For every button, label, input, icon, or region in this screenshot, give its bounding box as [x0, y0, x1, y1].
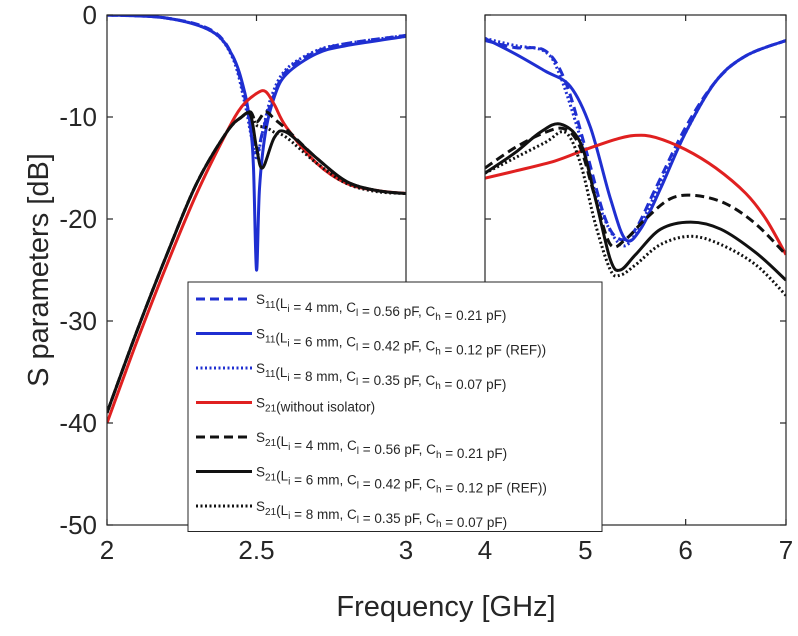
x-tick-label: 5	[578, 535, 592, 565]
x-tick-label: 2	[100, 535, 114, 565]
legend-entry: S11(Li = 4 mm, Cl = 0.56 pF, Ch = 0.21 p…	[196, 292, 506, 323]
series-line-panel1-4	[107, 89, 406, 424]
legend-entry: S21(Li = 4 mm, Cl = 0.56 pF, Ch = 0.21 p…	[196, 430, 507, 461]
legend-entry: S21(without isolator)	[196, 396, 375, 415]
y-tick-label: -30	[59, 306, 97, 336]
series-line-panel2-6	[485, 122, 786, 282]
series-line-panel1-2	[107, 15, 406, 272]
legend-label: S11(Li = 8 mm, Cl = 0.35 pF, Ch = 0.07 p…	[256, 361, 506, 392]
legend-entry: S11(Li = 6 mm, Cl = 0.42 pF, Ch = 0.12 p…	[196, 327, 546, 358]
panel-1	[106, 14, 407, 526]
panel-2	[484, 14, 787, 526]
y-tick-label: -50	[59, 510, 97, 540]
y-tick-label: -40	[59, 408, 97, 438]
x-tick-labels: 2 2.5 3 4 5 6 7	[100, 535, 793, 565]
series-line-panel2-3	[485, 37, 786, 248]
legend-label: S11(Li = 4 mm, Cl = 0.56 pF, Ch = 0.21 p…	[256, 292, 506, 323]
legend-label: S21(Li = 8 mm, Cl = 0.35 pF, Ch = 0.07 p…	[256, 499, 507, 530]
x-tick-label: 4	[478, 535, 492, 565]
y-axis-label: S parameters [dB]	[23, 153, 55, 387]
y-tick-labels: 0 -10 -20 -30 -40 -50	[59, 0, 97, 540]
x-tick-label: 3	[399, 535, 413, 565]
legend-label: S11(Li = 6 mm, Cl = 0.42 pF, Ch = 0.12 p…	[256, 327, 546, 358]
panel-frame	[484, 14, 787, 526]
x-axis-label: Frequency [GHz]	[336, 591, 555, 623]
legend-label: S21(without isolator)	[256, 396, 375, 415]
legend-entry: S21(Li = 8 mm, Cl = 0.35 pF, Ch = 0.07 p…	[196, 499, 507, 530]
series-line-panel2-7	[485, 130, 786, 297]
y-tick-label: -10	[59, 102, 97, 132]
series-line-panel1-7	[107, 111, 406, 414]
series-line-panel1-3	[107, 15, 406, 160]
series-line-panel2-5	[485, 126, 786, 256]
x-tick-label: 7	[779, 535, 793, 565]
series-line-panel1-1	[107, 15, 406, 155]
legend: S11(Li = 4 mm, Cl = 0.56 pF, Ch = 0.21 p…	[187, 281, 603, 532]
legend-entry: S11(Li = 8 mm, Cl = 0.35 pF, Ch = 0.07 p…	[196, 361, 506, 392]
y-tick-label: -20	[59, 204, 97, 234]
x-tick-label: 6	[678, 535, 692, 565]
legend-box	[187, 281, 603, 532]
series-line-panel2-4	[485, 133, 786, 256]
y-tick-label: 0	[83, 0, 97, 30]
legend-entry: S21(Li = 6 mm, Cl = 0.42 pF, Ch = 0.12 p…	[196, 465, 547, 496]
plot-panels	[106, 14, 787, 526]
series-line-panel1-6	[107, 111, 406, 414]
legend-label: S21(Li = 6 mm, Cl = 0.42 pF, Ch = 0.12 p…	[256, 465, 547, 496]
legend-label: S21(Li = 4 mm, Cl = 0.56 pF, Ch = 0.21 p…	[256, 430, 507, 461]
x-tick-label: 2.5	[238, 535, 274, 565]
